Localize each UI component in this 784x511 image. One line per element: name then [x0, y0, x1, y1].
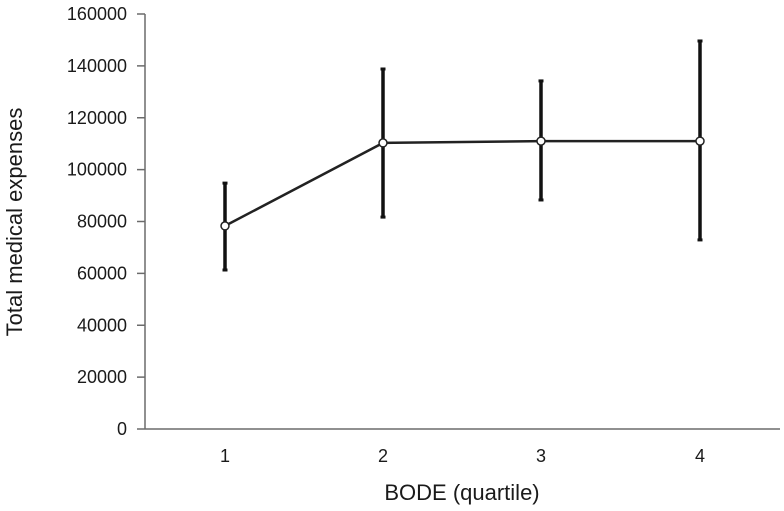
y-tick-label: 0	[117, 419, 127, 439]
x-tick-label: 1	[220, 446, 230, 466]
y-tick-label: 140000	[67, 56, 127, 76]
y-tick-label: 160000	[67, 4, 127, 24]
y-tick-label: 80000	[77, 212, 127, 232]
data-point-marker	[220, 221, 230, 231]
y-tick-label: 20000	[77, 367, 127, 387]
data-series	[220, 39, 705, 272]
data-point-marker	[695, 136, 705, 146]
y-axis-title: Total medical expenses	[2, 108, 27, 337]
y-tick-label: 60000	[77, 263, 127, 283]
x-axis: 1 2 3 4	[145, 428, 780, 466]
y-axis: 0 20000 40000 60000 80000 100000 120000 140000 1…	[67, 4, 146, 439]
data-point-marker	[536, 136, 546, 146]
y-tick-label: 40000	[77, 315, 127, 335]
x-tick-label: 4	[695, 446, 705, 466]
series-line	[224, 139, 700, 228]
y-tick-label: 120000	[67, 108, 127, 128]
x-tick-label: 2	[378, 446, 388, 466]
y-tick-label: 100000	[67, 160, 127, 180]
x-tick-label: 3	[536, 446, 546, 466]
x-axis-title: BODE (quartile)	[384, 480, 539, 505]
data-point-marker	[378, 138, 388, 148]
